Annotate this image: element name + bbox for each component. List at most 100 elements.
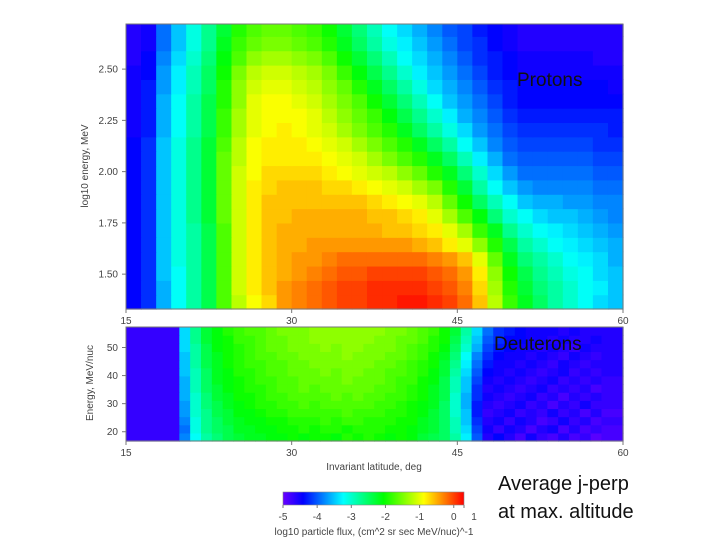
proton-cell bbox=[291, 265, 308, 281]
deuteron-cell bbox=[417, 327, 429, 336]
proton-cell bbox=[472, 179, 489, 195]
deuteron-cell bbox=[406, 335, 419, 344]
proton-cell bbox=[592, 165, 609, 181]
proton-cell bbox=[231, 50, 248, 66]
deuteron-cell bbox=[363, 416, 375, 426]
deuteron-cell bbox=[601, 335, 624, 344]
proton-cell bbox=[201, 165, 217, 181]
proton-cell bbox=[397, 265, 413, 281]
proton-cell bbox=[382, 208, 398, 224]
proton-cell bbox=[186, 93, 202, 109]
proton-cell bbox=[487, 65, 504, 80]
proton-cell bbox=[171, 265, 187, 281]
deuteron-y-tick-label: 50 bbox=[107, 343, 119, 354]
deuteron-cell bbox=[514, 416, 527, 426]
deuteron-cell bbox=[579, 400, 592, 410]
deuteron-cell bbox=[222, 400, 235, 410]
proton-cell bbox=[201, 65, 217, 80]
deuteron-cell bbox=[384, 327, 397, 336]
proton-cell bbox=[412, 194, 428, 210]
proton-cell bbox=[156, 65, 172, 80]
deuteron-cell bbox=[536, 343, 548, 353]
proton-cell bbox=[336, 50, 353, 66]
proton-cell bbox=[427, 24, 443, 37]
deuteron-cell bbox=[601, 416, 624, 426]
deuteron-cell bbox=[384, 432, 397, 442]
proton-cell bbox=[577, 79, 594, 95]
deuteron-cell bbox=[374, 400, 386, 410]
proton-cell bbox=[442, 222, 458, 238]
deuteron-cell bbox=[211, 327, 224, 336]
proton-cell bbox=[291, 36, 308, 52]
deuteron-cell bbox=[330, 432, 343, 442]
proton-cell bbox=[487, 251, 504, 267]
deuteron-cell bbox=[449, 335, 462, 344]
deuteron-cell bbox=[352, 416, 364, 426]
proton-cell bbox=[186, 265, 202, 281]
proton-cell bbox=[216, 136, 233, 152]
protons-x-ticks: 15 30 45 60 bbox=[120, 309, 629, 327]
proton-cell bbox=[562, 237, 579, 253]
deuteron-cell bbox=[352, 408, 364, 418]
proton-cell bbox=[306, 136, 323, 152]
deuteron-cell bbox=[493, 335, 505, 344]
proton-cell bbox=[457, 265, 473, 281]
deuteron-cell bbox=[406, 327, 419, 336]
deuteron-cell bbox=[330, 327, 343, 336]
deuteron-cell bbox=[395, 424, 408, 434]
colorbar-tick-label: -5 bbox=[279, 512, 288, 523]
proton-cell bbox=[141, 280, 157, 296]
deuteron-cell bbox=[276, 375, 289, 385]
proton-cell bbox=[246, 93, 263, 109]
deuteron-cell bbox=[320, 408, 332, 418]
proton-cell bbox=[472, 108, 489, 124]
proton-cell bbox=[427, 36, 443, 52]
deuteron-cell bbox=[179, 384, 191, 393]
proton-cell bbox=[171, 24, 187, 37]
deuteron-cell bbox=[568, 400, 581, 410]
proton-cell bbox=[562, 194, 579, 210]
deuteron-cell bbox=[482, 343, 494, 353]
colorbar-tick-label: 1 bbox=[471, 512, 477, 523]
proton-cell bbox=[156, 208, 172, 224]
proton-cell bbox=[306, 36, 323, 52]
deuteron-cell bbox=[471, 432, 483, 442]
deuteron-cell bbox=[190, 367, 202, 377]
proton-cell bbox=[261, 93, 278, 109]
deuteron-cell bbox=[179, 375, 191, 385]
deuteron-cell bbox=[525, 335, 538, 344]
proton-cell bbox=[532, 265, 549, 281]
proton-cell bbox=[412, 237, 428, 253]
deuteron-cell bbox=[309, 424, 321, 434]
proton-cell bbox=[291, 165, 308, 181]
proton-cell bbox=[502, 122, 519, 138]
proton-cell bbox=[457, 24, 473, 37]
proton-cell bbox=[126, 93, 142, 109]
proton-cell bbox=[472, 294, 489, 310]
proton-cell bbox=[171, 222, 187, 238]
proton-cell bbox=[487, 237, 504, 253]
deuteron-cell bbox=[255, 359, 267, 369]
deuteron-cell bbox=[222, 408, 235, 418]
proton-cell bbox=[472, 36, 489, 52]
proton-cell bbox=[502, 65, 519, 80]
deuteron-cell bbox=[471, 351, 483, 361]
deuteron-cell bbox=[309, 384, 321, 393]
deuteron-cell bbox=[547, 408, 559, 418]
deuteron-cell bbox=[536, 335, 548, 344]
deuteron-cell bbox=[590, 335, 603, 344]
proton-cell bbox=[547, 151, 564, 167]
proton-cell bbox=[186, 237, 202, 253]
proton-cell bbox=[276, 265, 293, 281]
deuteron-cell bbox=[211, 416, 224, 426]
proton-cell bbox=[186, 222, 202, 238]
deuteron-cell bbox=[384, 351, 397, 361]
deuteron-cell bbox=[341, 424, 354, 434]
proton-cell bbox=[607, 108, 624, 124]
deuteron-cell bbox=[211, 392, 224, 401]
deuteron-cell bbox=[482, 408, 494, 418]
proton-cell bbox=[156, 93, 172, 109]
deuteron-cell bbox=[384, 335, 397, 344]
deuteron-cell bbox=[233, 408, 245, 418]
deuteron-cell bbox=[525, 327, 538, 336]
